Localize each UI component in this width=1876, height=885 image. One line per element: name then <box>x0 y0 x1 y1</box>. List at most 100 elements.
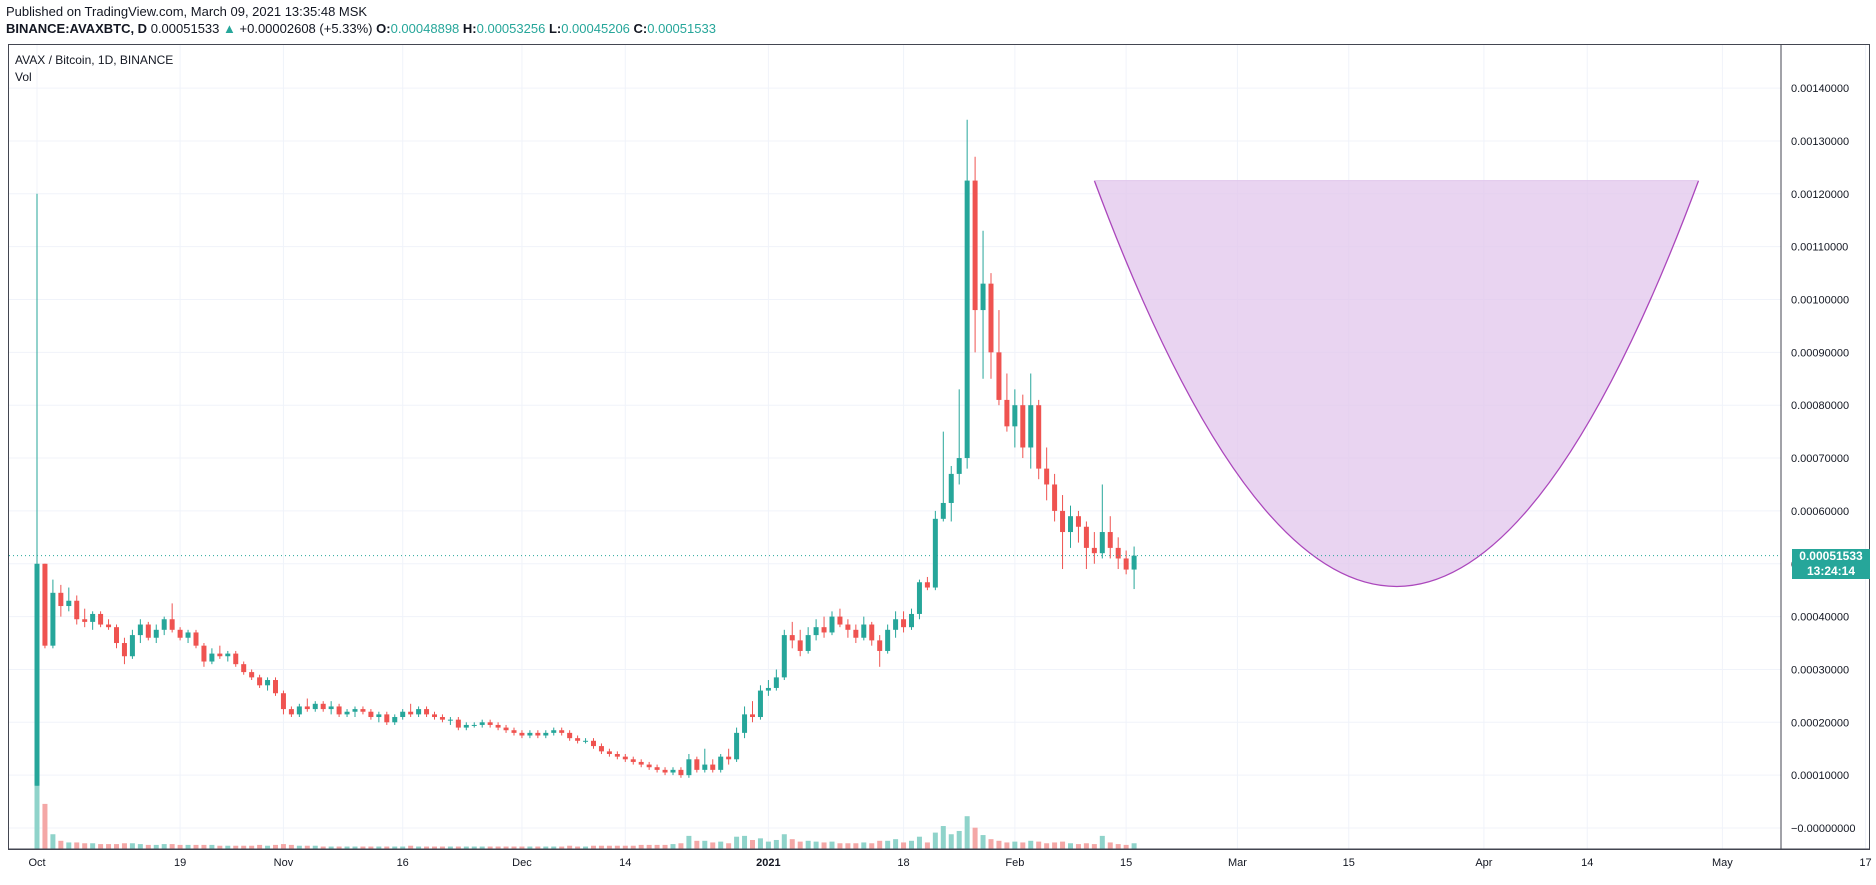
candle-body <box>416 709 422 715</box>
price-tick-label: 0.00040000 <box>1791 612 1849 624</box>
time-tick-label: 16 <box>397 857 409 869</box>
volume-bar <box>901 842 907 849</box>
volume-bar <box>535 846 541 849</box>
volume-bar <box>169 844 175 849</box>
volume-bar <box>392 846 398 849</box>
volume-bar <box>217 845 223 849</box>
candle-body <box>869 624 875 641</box>
volume-bar <box>384 846 390 849</box>
candle-body <box>789 635 795 641</box>
candle-body <box>765 687 771 691</box>
time-tick-label: 15 <box>1120 857 1132 869</box>
candle-body <box>1107 532 1113 548</box>
price-tick-label: 0.00080000 <box>1791 400 1849 412</box>
volume-bar <box>368 846 374 849</box>
candle-body <box>400 711 406 718</box>
candle-body <box>686 759 692 776</box>
candle-body <box>614 754 620 757</box>
volume-bar <box>1036 841 1042 849</box>
volume-bar <box>789 839 795 849</box>
volume-bar <box>980 835 986 849</box>
candle-body <box>1020 405 1026 448</box>
volume-bar <box>265 845 271 849</box>
candle-body <box>606 751 612 755</box>
volume-bar <box>121 843 127 849</box>
volume-bar <box>495 846 501 849</box>
candle-body <box>185 632 191 638</box>
bar-countdown: 13:24:14 <box>1806 564 1856 578</box>
candle-body <box>424 709 430 715</box>
candle-body <box>368 711 374 718</box>
time-tick-label: Nov <box>274 857 294 869</box>
candle-body <box>1012 405 1018 427</box>
volume-bar <box>1044 843 1050 849</box>
volume-bar <box>344 846 350 849</box>
time-tick-label: May <box>1712 857 1733 869</box>
volume-bar <box>1004 842 1010 849</box>
volume-bar <box>1028 840 1034 849</box>
volume-bar <box>869 843 875 849</box>
candle-body <box>455 719 461 728</box>
candle-body <box>273 680 278 694</box>
candle-body <box>280 693 286 710</box>
volume-bar <box>1123 844 1129 849</box>
volume-bar <box>678 843 684 849</box>
volume-bar <box>161 844 167 849</box>
candle-body <box>42 563 48 646</box>
volume-bar <box>567 845 573 849</box>
volume-bar <box>686 835 692 849</box>
candle-body <box>447 719 453 721</box>
candle-body <box>1028 405 1034 448</box>
candle-body <box>82 619 88 622</box>
legend-volume: Vol <box>15 70 32 84</box>
candle-body <box>360 709 366 712</box>
candle-body <box>288 709 294 715</box>
volume-bar <box>670 844 676 849</box>
price-tick-label: 0.00100000 <box>1791 295 1849 307</box>
time-tick-label: 15 <box>1343 857 1355 869</box>
volume-bar <box>996 840 1002 849</box>
volume-bar <box>861 842 867 849</box>
close-label: C: <box>633 21 648 36</box>
low-value: 0.00045206 <box>561 21 630 36</box>
price-tick-label: 0.00060000 <box>1791 506 1849 518</box>
candle-body <box>916 582 922 614</box>
volume-bar <box>201 844 207 849</box>
candle-body <box>551 730 557 733</box>
volume-bar <box>288 844 294 849</box>
time-tick-label: 14 <box>619 857 631 869</box>
volume-bar <box>575 846 581 849</box>
candle-body <box>129 635 135 657</box>
candle-body <box>742 714 748 733</box>
candle-body <box>583 740 589 742</box>
candle-body <box>877 640 883 651</box>
candle-body <box>726 756 732 760</box>
candle-body <box>853 629 859 638</box>
volume-bar <box>726 843 732 849</box>
candle-body <box>996 352 1002 400</box>
candle-body <box>757 690 763 718</box>
volume-bar <box>503 846 509 849</box>
volume-bar <box>797 841 803 849</box>
candle-body <box>837 616 843 625</box>
candle-body <box>137 624 143 636</box>
volume-bar <box>551 846 557 849</box>
volume-bar <box>296 845 302 849</box>
candle-body <box>797 640 803 651</box>
volume-bar <box>424 846 430 849</box>
volume-bar <box>813 841 819 849</box>
volume-bar <box>1131 843 1137 849</box>
volume-bar <box>710 842 716 849</box>
candle-body <box>344 711 350 715</box>
candle-body <box>439 717 445 720</box>
candle-body <box>654 767 660 770</box>
price-tick-label: 0.00110000 <box>1791 242 1848 254</box>
high-label: H: <box>462 21 477 36</box>
candle-body <box>265 680 271 686</box>
volume-bar <box>1068 843 1073 849</box>
candle-body <box>392 717 398 723</box>
candle-body <box>58 592 64 607</box>
time-tick-label: Dec <box>512 857 532 869</box>
candle-body <box>376 714 382 718</box>
